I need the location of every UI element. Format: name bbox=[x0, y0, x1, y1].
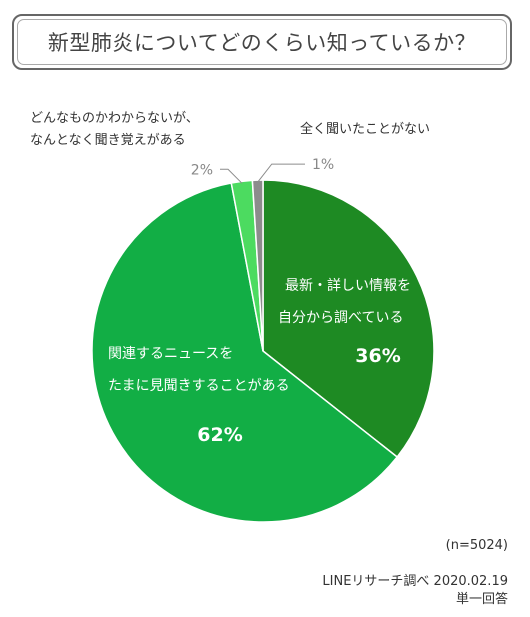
slice-label-occasional-news-line-2: たまに見聞きすることがある bbox=[108, 378, 290, 394]
slice-label-never-heard: 全く聞いたことがない bbox=[300, 119, 430, 141]
answer-type: 単一回答 bbox=[455, 592, 508, 607]
slice-label-occasional-news-line-1: 関連するニュースを bbox=[108, 346, 233, 362]
slice-label-never-heard-line-1: 全く聞いたことがない bbox=[300, 122, 431, 137]
leader-line-somewhat-heard bbox=[220, 168, 243, 184]
slice-self-research bbox=[262, 179, 435, 459]
slice-label-self-research-line-1: 最新・詳しい情報を bbox=[285, 278, 411, 294]
value-label-self-research: 36% bbox=[355, 345, 400, 367]
title-box: 新型肺炎についてどのくらい知っているか？ bbox=[12, 14, 512, 70]
slice-label-somewhat-heard-line-1: どんなものかわからないが、 bbox=[30, 111, 199, 126]
sample-size: (n=5024) bbox=[445, 538, 508, 553]
slice-label-self-research-line-2: 自分から調べている bbox=[278, 310, 403, 326]
slice-occasional-news bbox=[91, 182, 399, 523]
leader-line-never-heard bbox=[257, 163, 305, 183]
value-label-never-heard: 1% bbox=[312, 157, 334, 173]
source-note: LINEリサーチ調べ 2020.02.19 bbox=[322, 574, 508, 589]
value-label-occasional-news: 62% bbox=[197, 424, 242, 446]
value-label-somewhat-heard: 2% bbox=[191, 162, 213, 178]
slice-label-somewhat-heard: どんなものかわからないが、 なんとなく聞き覚えがある bbox=[30, 108, 199, 152]
slice-label-somewhat-heard-line-2: なんとなく聞き覚えがある bbox=[30, 133, 186, 148]
slice-never-heard bbox=[251, 179, 264, 352]
